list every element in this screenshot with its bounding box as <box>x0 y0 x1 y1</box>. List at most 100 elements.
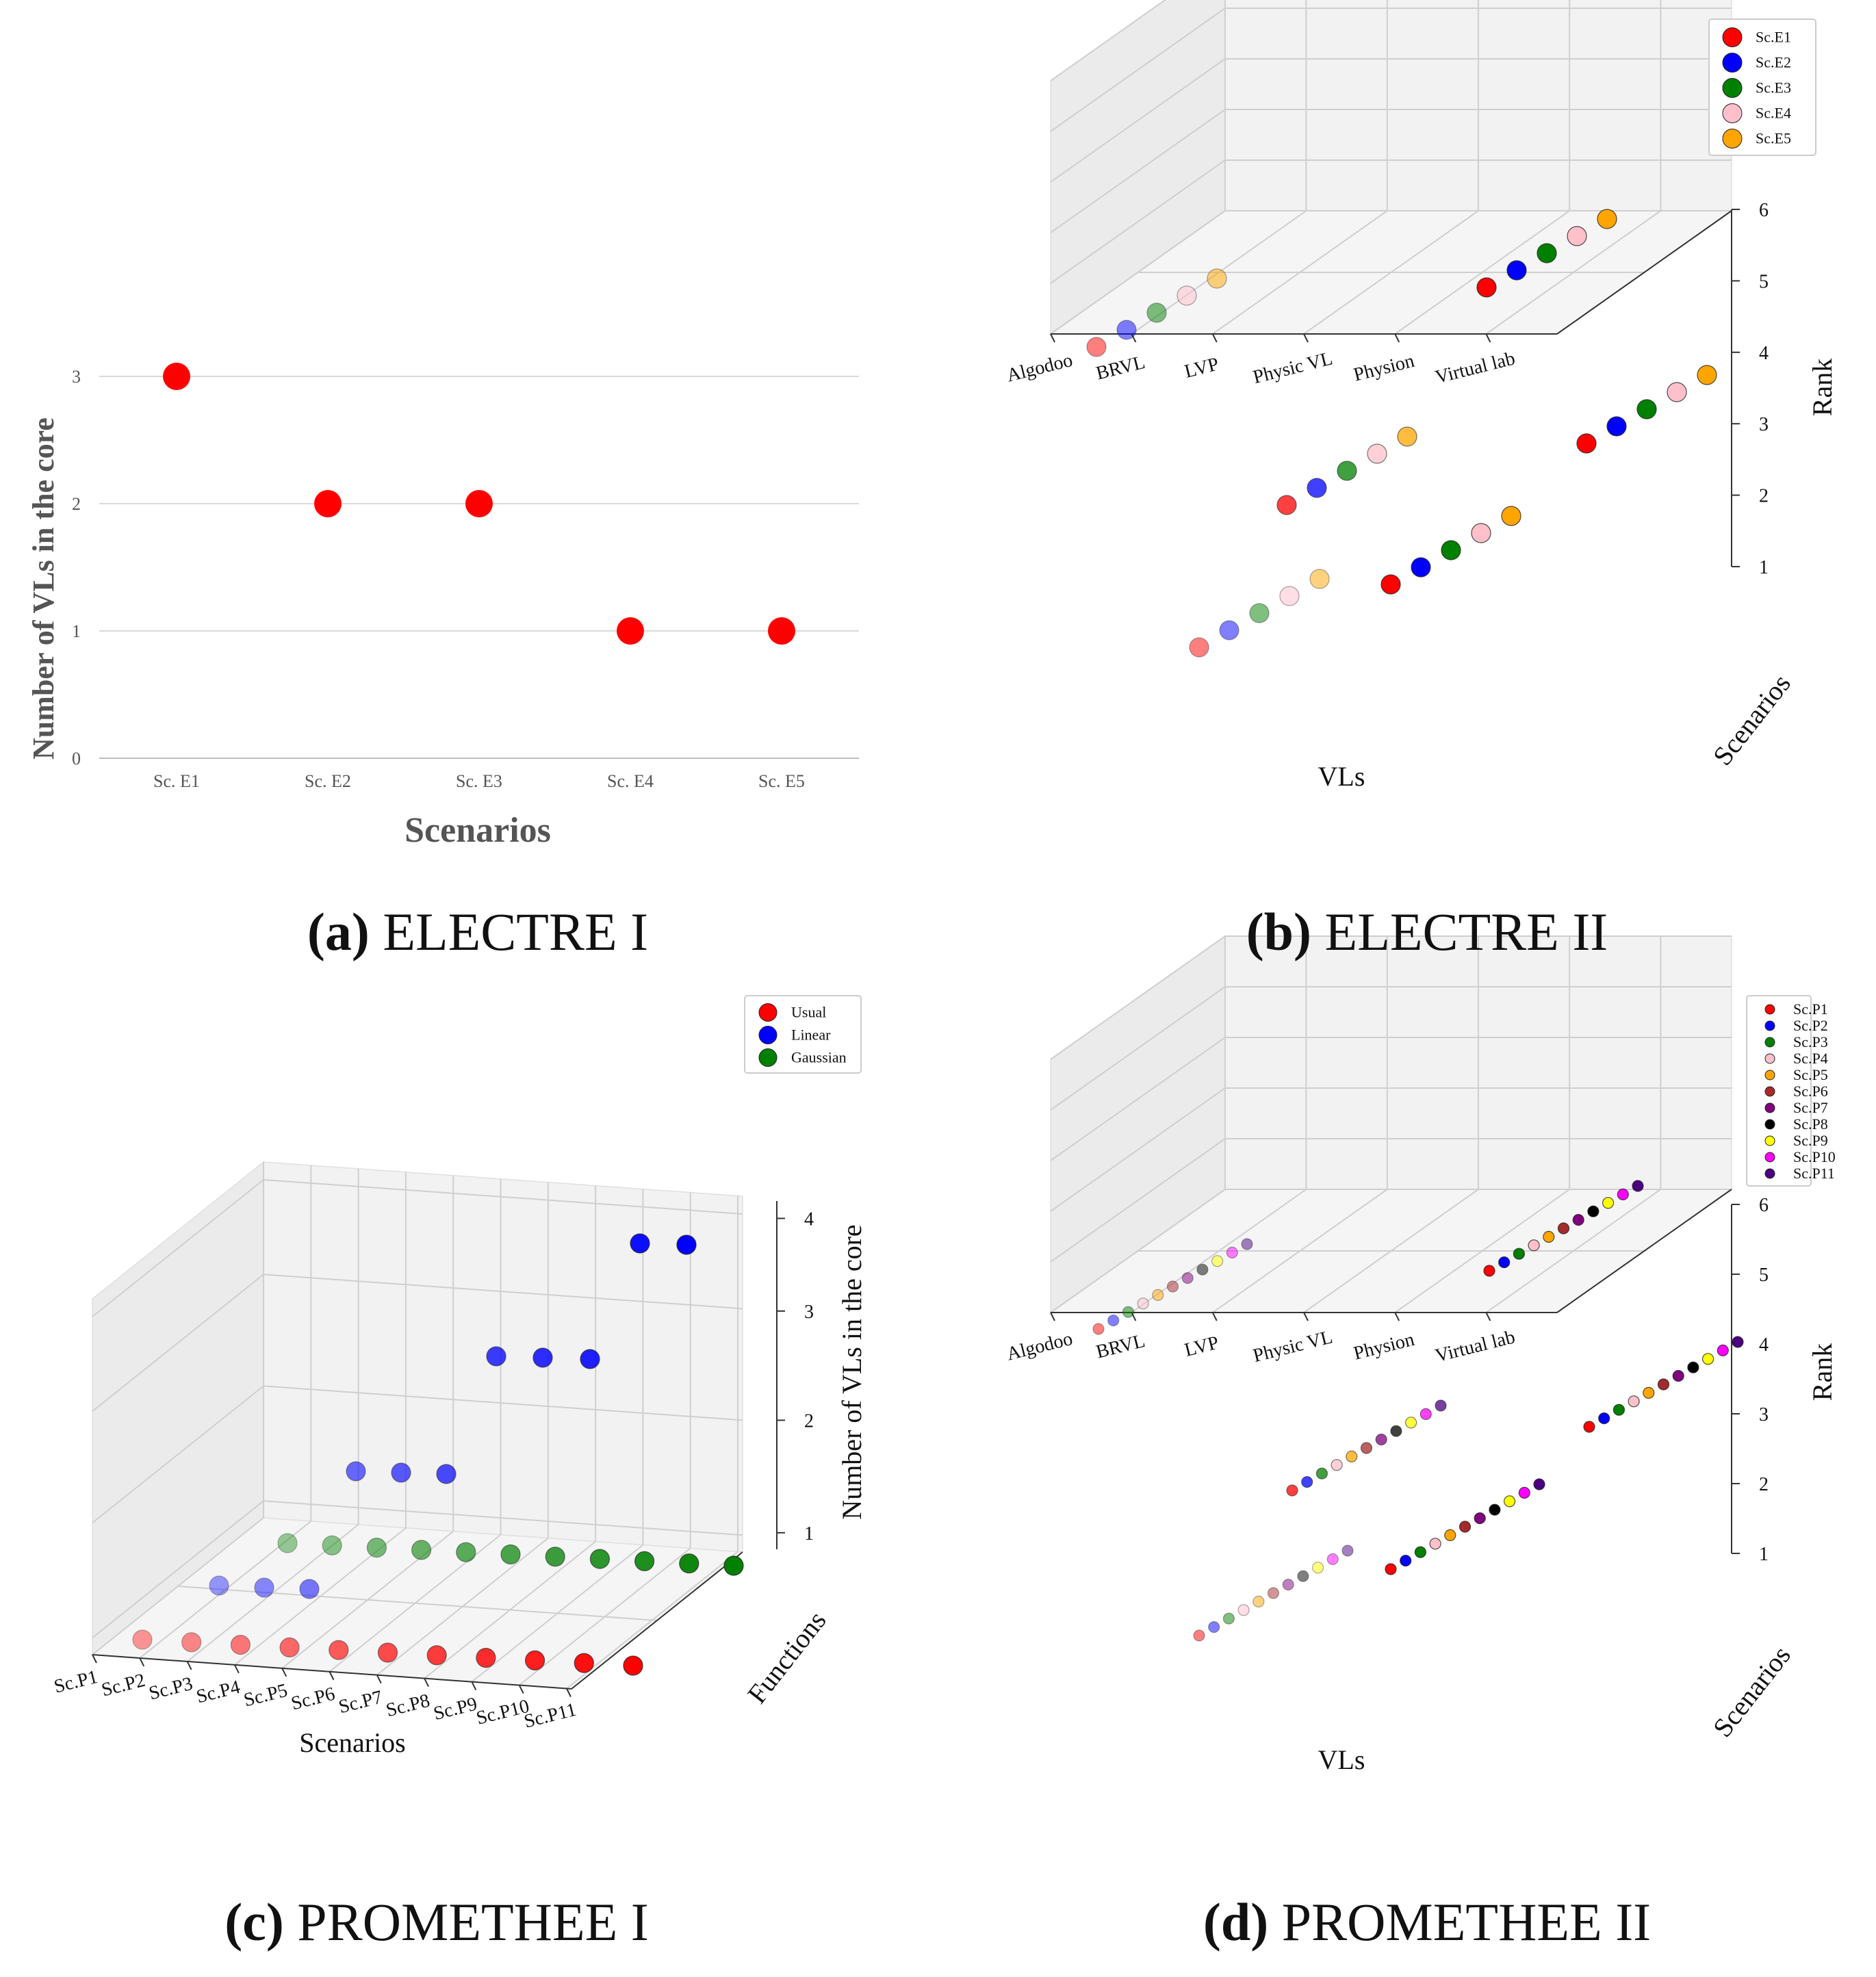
panel-c-y-axis-label: Functions <box>741 1605 832 1709</box>
panel-c-data-point <box>181 1632 202 1653</box>
panel-c-data-point <box>456 1542 476 1562</box>
panel-b-data-point <box>1307 478 1327 498</box>
panel-d-data-point <box>1226 1246 1238 1259</box>
panel-d-y-axis-line <box>1556 1189 1732 1313</box>
panel-c-data-point <box>679 1553 699 1574</box>
panel-c-data-point <box>532 1347 553 1368</box>
panel-d-data-point <box>1331 1459 1343 1471</box>
panel-d-data-point <box>1419 1408 1432 1420</box>
panel-b: Algodoo BRVL LVP Physic VL Physion Virtual la… <box>1005 0 1838 792</box>
a-x-tick-label: Sc. E1 <box>153 771 200 791</box>
panel-d-x-tick-label: Algodoo <box>1005 1328 1075 1365</box>
panel-b-data-point <box>1116 320 1137 340</box>
panel-b-data-point <box>1086 337 1107 357</box>
panel-d: Algodoo BRVL LVP Physic VL Physion Virtual la… <box>1005 935 1838 1775</box>
panel-c-legend-marker <box>758 1048 778 1067</box>
panel-b-x-tick-label: Algodoo <box>1005 350 1075 387</box>
panel-d-data-point <box>1297 1570 1309 1582</box>
panel-d-z-tick-label: 3 <box>1759 1404 1769 1425</box>
panel-d-legend-label: Sc.P5 <box>1793 1066 1828 1083</box>
panel-c-z-tick-label: 4 <box>804 1209 814 1230</box>
panel-b-data-point <box>1537 243 1557 263</box>
panel-d-legend-label: Sc.P1 <box>1793 1000 1828 1018</box>
panel-b-gridline <box>1050 8 1226 132</box>
panel-d-legend-marker <box>1764 1086 1775 1097</box>
panel-b-z-tick-labels: 1 2 3 4 5 6 <box>1732 200 1769 578</box>
panel-c-x-tick-label: Sc.P3 <box>146 1673 194 1705</box>
panel-b-legend-marker <box>1722 103 1743 123</box>
panel-d-data-point <box>1612 1404 1625 1416</box>
panel-b-data-point <box>1567 226 1587 246</box>
panel-d-legend-label: Sc.P10 <box>1793 1148 1836 1165</box>
panel-c-x-tick <box>234 1664 240 1674</box>
panel-c-data-point <box>623 1655 643 1676</box>
panel-b-data-point <box>1380 574 1401 595</box>
panel-b-data-point <box>1207 268 1227 289</box>
panel-b-x-tick-label: BRVL <box>1094 352 1147 385</box>
panel-d-data-point <box>1286 1484 1298 1497</box>
panel-c-gridline <box>92 1385 264 1524</box>
panel-d-data-point <box>1196 1263 1209 1276</box>
panel-c-data-point <box>346 1461 366 1482</box>
panel-d-x-tick-label: BRVL <box>1094 1330 1147 1363</box>
panel-d-z-tick-label: 4 <box>1759 1334 1769 1356</box>
panel-d-data-point <box>1405 1417 1417 1429</box>
panel-c-gridline <box>92 1179 264 1317</box>
panel-b-x-tick <box>1485 333 1491 343</box>
panel-c-data-point <box>676 1235 697 1255</box>
panel-b-z-tick-label: 5 <box>1759 271 1769 292</box>
panel-b-data-point <box>1279 586 1300 606</box>
a-data-point <box>617 617 644 645</box>
a-y-tick-labels: 0 1 2 3 <box>72 367 81 768</box>
panel-c-data-point <box>524 1650 545 1670</box>
panel-d-data-point <box>1346 1450 1358 1462</box>
caption-c: (c) PROMETHEE I <box>224 1892 649 1952</box>
panel-b-legend-label: Sc.E5 <box>1756 130 1791 147</box>
panel-d-legend-label: Sc.P4 <box>1793 1050 1828 1067</box>
panel-c-gridline <box>263 1274 743 1310</box>
panel-d-legend-marker <box>1764 1037 1775 1048</box>
panel-d-z-tick-label: 5 <box>1759 1265 1769 1286</box>
panel-d-data-point <box>1717 1344 1729 1357</box>
panel-c-data-point <box>500 1544 521 1565</box>
panel-c-z-tick-label: 1 <box>804 1523 814 1545</box>
panel-d-data-point <box>1181 1271 1194 1284</box>
panel-d-x-tick <box>1303 1312 1309 1321</box>
panel-d-data-point <box>1587 1205 1599 1217</box>
a-x-tick-label: Sc. E4 <box>607 771 654 791</box>
panel-c-data-point <box>279 1637 300 1657</box>
panel-b-legend-marker <box>1722 129 1743 148</box>
panel-d-gridline <box>1050 986 1226 1111</box>
panel-d-data-point <box>1315 1467 1328 1479</box>
panel-d-data-point <box>1483 1265 1495 1277</box>
panel-c-data-point <box>329 1640 349 1660</box>
panel-d-data-point <box>1518 1486 1530 1499</box>
panel-d-data-point <box>1385 1563 1397 1575</box>
panel-c-data-point <box>132 1629 153 1650</box>
a-x-axis-label: Scenarios <box>404 811 551 850</box>
panel-b-data-point <box>1249 603 1270 623</box>
panel-d-data-point <box>1211 1255 1224 1267</box>
a-y-axis-label: Number of VLs in the core <box>27 417 60 760</box>
panel-c-x-tick <box>376 1675 382 1684</box>
panel-b-gridline <box>1050 109 1226 233</box>
panel-b-gridline <box>1050 0 1166 81</box>
panel-d-data-point <box>1282 1579 1294 1591</box>
panel-d-data-point <box>1222 1612 1235 1625</box>
a-data-point <box>314 490 342 517</box>
panel-b-data-point <box>1476 277 1497 298</box>
panel-b-z-tick-label: 3 <box>1759 414 1769 435</box>
panel-d-data-point <box>1241 1238 1253 1250</box>
panel-b-data-point <box>1636 399 1657 419</box>
panel-b-data-point <box>1276 495 1297 515</box>
panel-c-x-tick <box>139 1657 145 1667</box>
panel-d-data-point <box>1301 1476 1313 1488</box>
panel-c-data-point <box>377 1642 398 1663</box>
panel-d-data-point <box>1326 1553 1339 1565</box>
panel-d-data-point <box>1435 1399 1447 1412</box>
panel-c-gridline <box>263 1500 743 1536</box>
panel-d-data-point <box>1528 1239 1540 1252</box>
panel-b-data-point <box>1506 260 1527 281</box>
a-data-points <box>163 363 795 645</box>
panel-d-x-tick <box>1050 1312 1055 1321</box>
